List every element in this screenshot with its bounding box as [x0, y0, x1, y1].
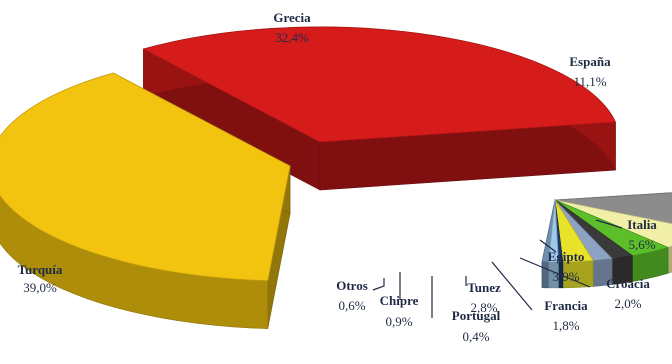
value-otros: 0,6% — [338, 298, 365, 313]
value-chipre: 0,9% — [385, 314, 412, 329]
value-italia: 5,6% — [628, 237, 655, 252]
value-francia: 1,8% — [552, 318, 579, 333]
label-chipre: Chipre — [380, 293, 419, 308]
label-tunez: Tunez — [467, 280, 501, 295]
value-turquia: 39,0% — [23, 280, 57, 295]
slice-top-turquia — [0, 72, 291, 282]
slice-grecia — [142, 26, 617, 191]
leader-francia — [491, 261, 533, 311]
value-portugal: 0,4% — [462, 329, 489, 344]
leader-italia — [595, 219, 623, 229]
label-egipto: Egipto — [548, 249, 585, 264]
value-egipto: 3,9% — [552, 269, 579, 284]
label-portugal: Portugal — [452, 308, 501, 323]
value-espana: 11,1% — [573, 74, 606, 89]
leader-otros — [372, 278, 385, 291]
label-grecia: Grecia — [273, 10, 311, 25]
pie-labels: Grecia 32,4% España 11,1% Italia 5,6% Egipto 3,… — [18, 10, 658, 344]
label-italia: Italia — [627, 217, 657, 232]
slice-top-espana — [554, 192, 672, 225]
leader-lines — [372, 219, 623, 318]
slice-top-grecia — [142, 26, 617, 143]
label-espana: España — [569, 54, 611, 69]
slice-top-chipre — [548, 199, 559, 263]
label-turquia: Turquía — [18, 262, 63, 277]
value-grecia: 32,4% — [275, 30, 309, 45]
slice-turquia — [0, 72, 291, 329]
value-tunez: 2,8% — [470, 300, 497, 315]
slice-chipre — [548, 199, 559, 289]
slice-side-otros — [541, 261, 549, 289]
leader-egipto — [539, 239, 557, 253]
label-otros: Otros — [336, 278, 368, 293]
leader-croacia — [519, 257, 591, 288]
value-croacia: 2,0% — [614, 296, 641, 311]
label-croacia: Croacia — [606, 276, 650, 291]
label-francia: Francia — [544, 298, 588, 313]
